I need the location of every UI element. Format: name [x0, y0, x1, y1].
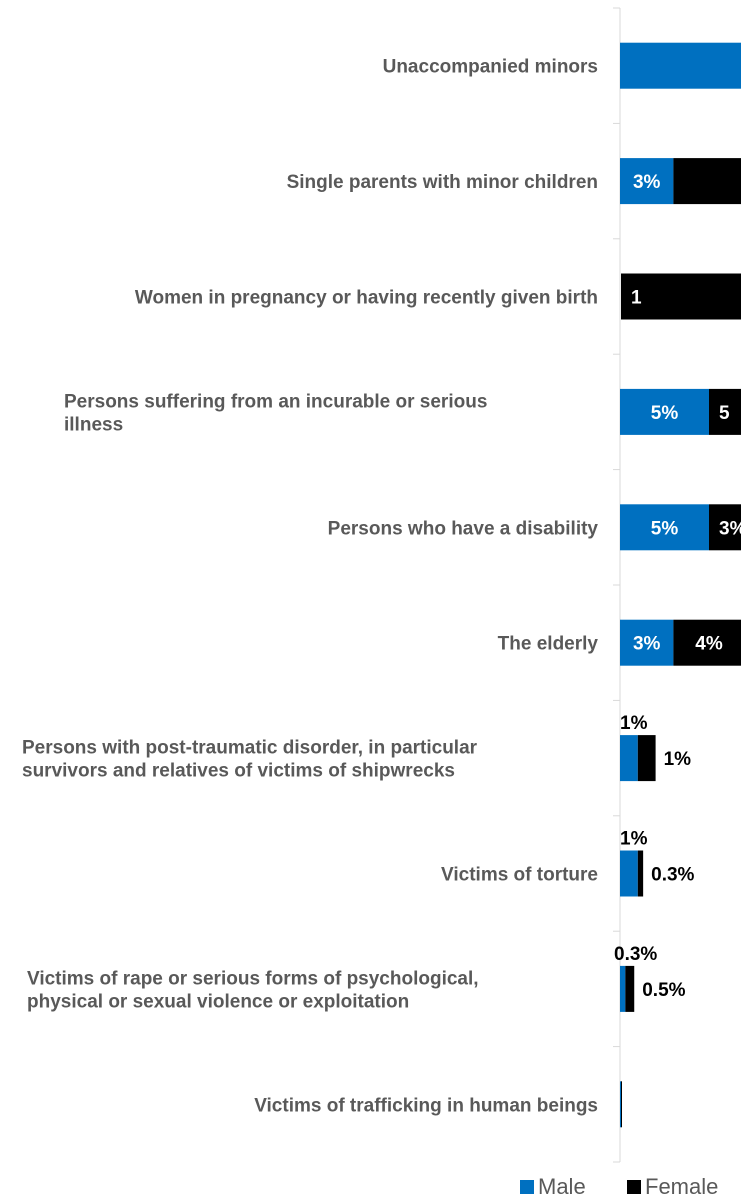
- bar-male: [620, 619, 674, 666]
- bar-female: [637, 735, 656, 782]
- bar-male: [620, 388, 709, 435]
- data-label-male: 3%: [633, 634, 661, 655]
- legend: Male Female: [520, 1174, 718, 1198]
- category-label: Victims of torture: [441, 865, 598, 886]
- data-label-female: 1%: [664, 749, 692, 770]
- category-label-line: Victims of trafficking in human beings: [254, 1095, 598, 1116]
- bar-female: [673, 158, 741, 205]
- bar-male: [620, 158, 674, 205]
- data-label-male: 1%: [620, 829, 648, 850]
- category-label-line: Victims of torture: [441, 865, 598, 886]
- data-label-male: 3%: [633, 172, 661, 193]
- category-label-line: Unaccompanied minors: [383, 57, 598, 78]
- bar-female: [709, 504, 741, 551]
- category-label-line: Victims of rape or serious forms of psyc…: [27, 968, 479, 989]
- bars: [620, 42, 741, 1128]
- legend-label-male: Male: [538, 1174, 586, 1198]
- data-label-male: 5%: [651, 403, 679, 424]
- data-labels: 3%15%55%3%3%4%1%1%1%0.3%0.3%0.5%: [614, 172, 741, 1001]
- category-label: Women in pregnancy or having recently gi…: [135, 288, 598, 309]
- category-label-line: survivors and relatives of victims of sh…: [22, 761, 455, 782]
- legend-label-female: Female: [645, 1174, 718, 1198]
- category-label-line: Single parents with minor children: [287, 172, 598, 193]
- category-label: Persons who have a disability: [328, 518, 599, 539]
- data-label-male: 5%: [651, 518, 679, 539]
- category-label-line: physical or sexual violence or exploitat…: [27, 991, 409, 1012]
- bar-male: [620, 965, 626, 1012]
- data-label-male: 1%: [620, 713, 648, 734]
- data-label-female: 3%: [719, 518, 741, 539]
- category-label: Single parents with minor children: [287, 172, 598, 193]
- category-label: Persons suffering from an incurable or s…: [64, 391, 487, 435]
- category-label-line: illness: [64, 414, 123, 435]
- category-label-line: Persons with post-traumatic disorder, in…: [22, 738, 478, 759]
- category-label-line: Persons who have a disability: [328, 518, 599, 539]
- bar-female: [621, 1081, 622, 1128]
- bar-male: [620, 735, 638, 782]
- category-label: Persons with post-traumatic disorder, in…: [22, 738, 478, 782]
- bar-female: [709, 388, 741, 435]
- category-label: Victims of rape or serious forms of psyc…: [27, 968, 479, 1012]
- bar-female: [621, 273, 741, 320]
- category-label: Unaccompanied minors: [383, 57, 598, 78]
- category-label-line: Persons suffering from an incurable or s…: [64, 391, 487, 412]
- bar-male: [620, 850, 638, 897]
- data-label-female: 4%: [695, 634, 723, 655]
- data-label-male: 0.3%: [614, 944, 657, 965]
- bar-male: [620, 42, 741, 89]
- bar-female: [625, 965, 635, 1012]
- bar-female: [673, 619, 741, 666]
- bar-male: [620, 504, 709, 551]
- data-label-female: 5: [719, 403, 730, 424]
- category-axis: [613, 7, 621, 1163]
- category-label-line: The elderly: [498, 634, 599, 655]
- bar-female: [637, 850, 644, 897]
- data-label-female: 0.5%: [642, 980, 685, 1001]
- data-label-female: 1: [631, 288, 642, 309]
- legend-swatch-male: [520, 1180, 534, 1194]
- category-label-line: Women in pregnancy or having recently gi…: [135, 288, 598, 309]
- data-label-female: 0.3%: [651, 865, 694, 886]
- category-label: Victims of trafficking in human beings: [254, 1095, 598, 1116]
- bar-male: [620, 1081, 621, 1128]
- category-label: The elderly: [498, 634, 599, 655]
- legend-swatch-female: [627, 1180, 641, 1194]
- category-labels: Unaccompanied minors Single parents with …: [22, 57, 598, 1117]
